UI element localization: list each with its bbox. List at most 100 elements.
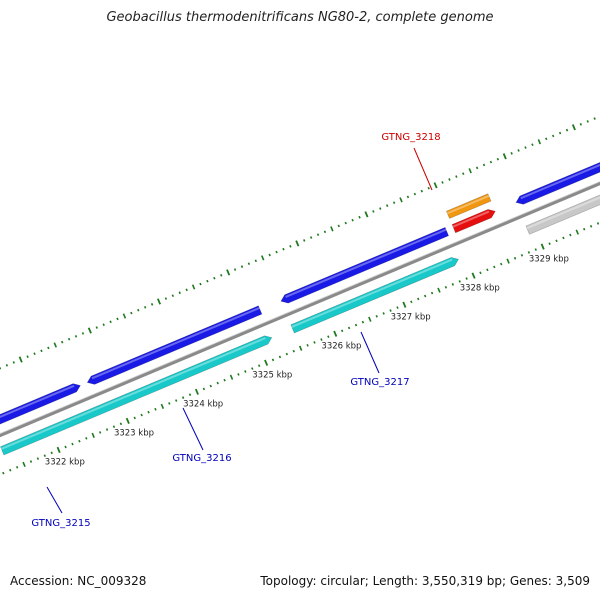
tick-mark [389, 309, 392, 312]
gene-label[interactable]: GTNG_3216 [172, 453, 231, 464]
tick-mark [178, 291, 181, 295]
tick-mark [396, 306, 399, 309]
gene-label[interactable]: GTNG_3218 [381, 132, 440, 143]
scale-label: 3327 kbp [391, 312, 431, 322]
accession-text: Accession: NC_009328 [10, 574, 147, 588]
tick-mark [71, 442, 74, 446]
tick-mark [36, 457, 40, 460]
tick-mark [517, 149, 520, 152]
gene-arrow-g9[interactable] [525, 188, 600, 235]
tick-mark [569, 233, 572, 237]
tick-mark [344, 221, 347, 225]
scale-label: 3325 kbp [252, 371, 292, 381]
tick-mark [506, 258, 510, 264]
tick-mark [109, 320, 112, 324]
tick-mark [347, 326, 351, 330]
gene-arrow-g8[interactable] [515, 161, 600, 205]
tick-mark [47, 346, 50, 350]
tick-mark [289, 244, 292, 248]
tick-mark [18, 356, 23, 363]
gene-shade-g9 [526, 196, 600, 230]
tick-mark [116, 317, 119, 321]
tick-mark [223, 378, 226, 382]
gene-arrow-g1[interactable] [0, 383, 81, 428]
tick-mark [579, 123, 582, 126]
tick-mark [50, 451, 53, 455]
tick-mark [575, 229, 579, 235]
gene-arrow-g3[interactable] [0, 335, 273, 456]
tick-mark [160, 403, 165, 409]
tick-mark [144, 305, 147, 309]
tick-mark [455, 175, 458, 178]
tick-mark [278, 355, 282, 359]
tick-mark [95, 326, 98, 329]
tick-mark [40, 349, 43, 353]
tick-mark [130, 311, 133, 315]
tick-mark [368, 316, 372, 322]
tick-mark [275, 250, 278, 254]
gene-shade-g3 [0, 337, 266, 450]
tick-mark [565, 128, 569, 132]
gene-features [0, 161, 600, 456]
tick-mark [410, 300, 413, 304]
tick-mark [168, 402, 171, 405]
gene-shade-g6 [446, 194, 490, 215]
tick-mark [112, 425, 116, 428]
gene-label[interactable]: GTNG_3215 [31, 518, 90, 529]
tick-mark [202, 387, 206, 391]
gene-arrow-g5[interactable] [290, 257, 459, 334]
tick-mark [292, 349, 295, 353]
tick-mark [537, 139, 542, 145]
tick-mark [420, 189, 423, 193]
tick-mark [87, 327, 92, 334]
tick-mark [437, 287, 441, 293]
tick-mark [122, 313, 127, 319]
tick-mark [406, 195, 410, 199]
tick-mark [372, 210, 375, 213]
tick-mark [258, 364, 261, 368]
tick-mark [502, 153, 507, 160]
tick-mark [91, 432, 95, 438]
tick-mark [254, 259, 257, 263]
tick-mark [15, 465, 19, 469]
scale-label: 3328 kbp [460, 283, 500, 293]
tick-mark [175, 399, 178, 402]
tick-mark [337, 224, 340, 228]
scale-label: 3326 kbp [321, 341, 361, 351]
tick-mark [520, 254, 524, 257]
tick-mark [22, 461, 26, 468]
backbone-highlight [0, 181, 600, 434]
tick-mark [237, 373, 240, 376]
tick-marks [0, 117, 600, 475]
tick-mark [540, 243, 545, 250]
tick-mark [220, 274, 223, 277]
tick-mark [386, 204, 389, 207]
gene-arrow-g7[interactable] [451, 209, 496, 234]
tick-mark [333, 330, 338, 337]
gene-leader-line [182, 407, 204, 451]
tick-mark [558, 131, 562, 135]
tick-mark [551, 134, 555, 138]
genome-backbone [0, 181, 600, 438]
tick-mark [583, 227, 586, 231]
tick-mark [67, 337, 71, 341]
tick-mark [147, 410, 150, 414]
tick-mark [2, 471, 5, 475]
tick-mark [102, 323, 105, 327]
tick-mark [150, 303, 154, 306]
tick-mark [489, 160, 493, 164]
tick-mark [354, 323, 358, 327]
tick-mark [534, 248, 537, 251]
gene-arrow-g2[interactable] [86, 305, 263, 385]
tick-mark [85, 436, 88, 440]
tick-mark [181, 396, 185, 399]
tick-mark [81, 332, 85, 335]
tick-mark [402, 301, 407, 308]
gene-label[interactable]: GTNG_3217 [350, 377, 409, 388]
tick-mark [233, 268, 237, 271]
tick-mark [295, 240, 300, 247]
gene-arrow-g6[interactable] [446, 193, 492, 219]
gene-arrow-g4[interactable] [280, 227, 449, 304]
tick-mark [468, 168, 472, 174]
